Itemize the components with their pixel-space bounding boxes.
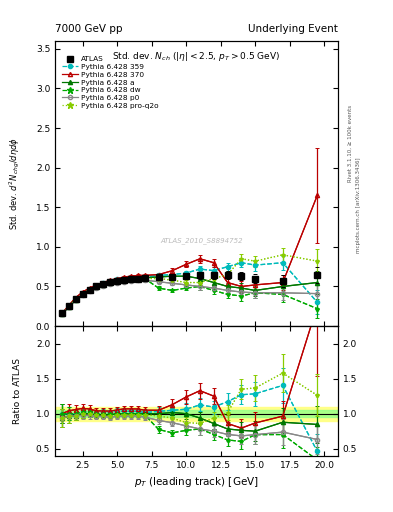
X-axis label: $p_T$ (leading track) [GeV]: $p_T$ (leading track) [GeV] [134,475,259,489]
Y-axis label: Std. dev. $d^2 N_{chg}/d\eta d\phi$: Std. dev. $d^2 N_{chg}/d\eta d\phi$ [8,137,22,230]
Bar [55,407,338,421]
Text: 7000 GeV pp: 7000 GeV pp [55,24,123,34]
Text: Rivet 3.1.10, ≥ 100k events: Rivet 3.1.10, ≥ 100k events [348,105,353,182]
Bar [55,410,338,417]
Y-axis label: Ratio to ATLAS: Ratio to ATLAS [13,358,22,424]
Text: Underlying Event: Underlying Event [248,24,338,34]
Text: ATLAS_2010_S8894752: ATLAS_2010_S8894752 [161,237,244,244]
Text: Std. dev. $N_{ch}$ ($|\eta| < 2.5$, $p_T > 0.5$ GeV): Std. dev. $N_{ch}$ ($|\eta| < 2.5$, $p_T… [112,50,281,62]
Text: mcplots.cern.ch [arXiv:1306.3436]: mcplots.cern.ch [arXiv:1306.3436] [356,157,361,252]
Legend: ATLAS, Pythia 6.428 359, Pythia 6.428 370, Pythia 6.428 a, Pythia 6.428 dw, Pyth: ATLAS, Pythia 6.428 359, Pythia 6.428 37… [62,56,158,109]
